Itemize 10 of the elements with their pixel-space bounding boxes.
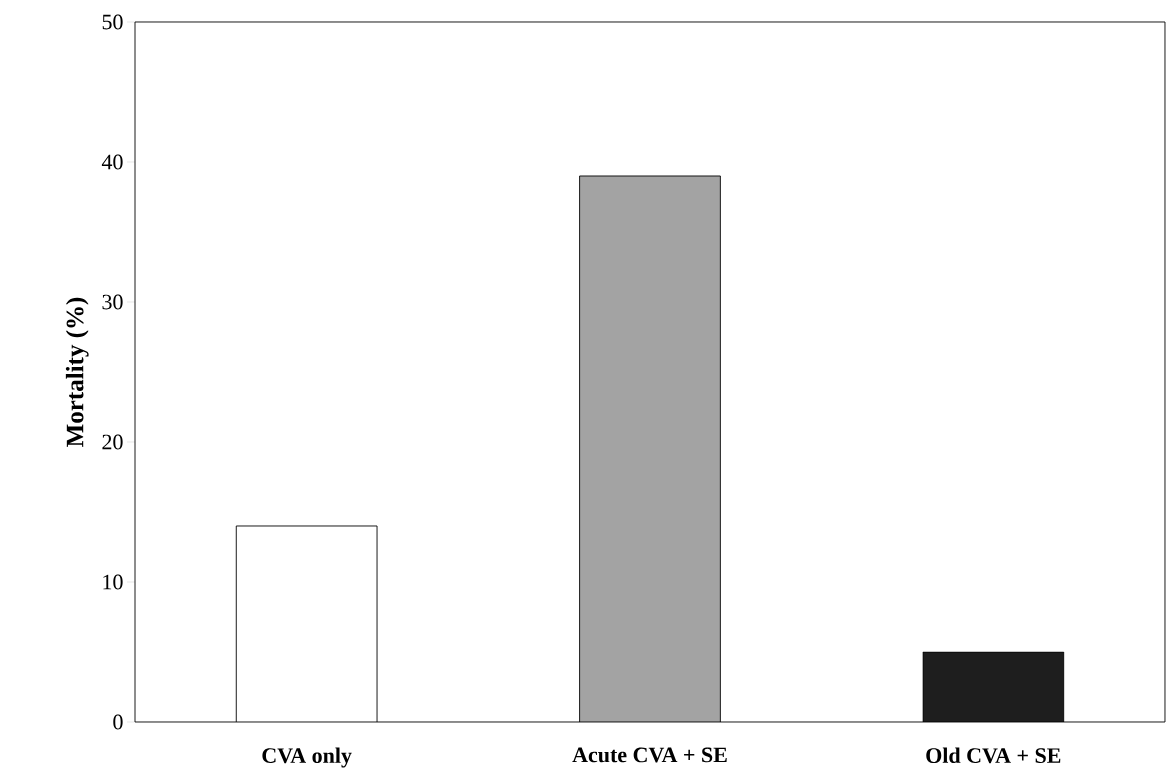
x-tick-label: Acute CVA + SE bbox=[572, 747, 727, 763]
y-tick-label: 50 bbox=[102, 14, 123, 30]
x-tick-label: CVA only bbox=[262, 747, 352, 768]
y-axis-title: Mortality (%) bbox=[65, 297, 89, 447]
y-tick-label: 0 bbox=[113, 714, 123, 730]
y-tick-label: 30 bbox=[102, 294, 123, 310]
y-tick-label: 10 bbox=[103, 574, 123, 590]
y-tick-label: 40 bbox=[101, 154, 123, 170]
x-tick-label: Old CVA + SE bbox=[926, 747, 1061, 764]
y-tick-label: 20 bbox=[102, 434, 123, 450]
